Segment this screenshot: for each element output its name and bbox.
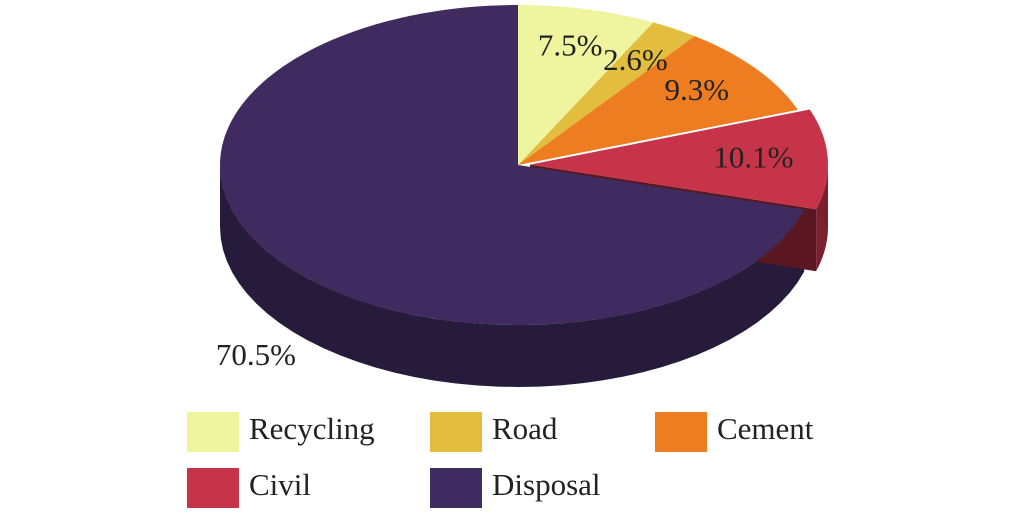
legend-swatch xyxy=(187,468,239,508)
legend-label: Disposal xyxy=(492,467,601,502)
legend-swatch xyxy=(655,412,707,452)
legend-swatch xyxy=(187,412,239,452)
value-label: 70.5% xyxy=(216,337,296,372)
value-label: 9.3% xyxy=(664,72,729,107)
legend-label: Road xyxy=(492,411,558,446)
legend-swatch xyxy=(430,412,482,452)
slice xyxy=(518,5,654,165)
slice xyxy=(529,109,828,210)
value-label: 7.5% xyxy=(538,27,603,62)
legend-label: Cement xyxy=(717,411,814,446)
value-label: 10.1% xyxy=(713,140,793,175)
value-label: 2.6% xyxy=(603,42,668,77)
legend-swatch xyxy=(430,468,482,508)
legend-label: Civil xyxy=(249,467,311,502)
slice xyxy=(220,5,805,325)
slice xyxy=(518,22,695,166)
slice xyxy=(518,36,798,165)
slice-side xyxy=(220,165,805,387)
legend-label: Recycling xyxy=(249,411,375,446)
slice-side xyxy=(816,164,828,272)
